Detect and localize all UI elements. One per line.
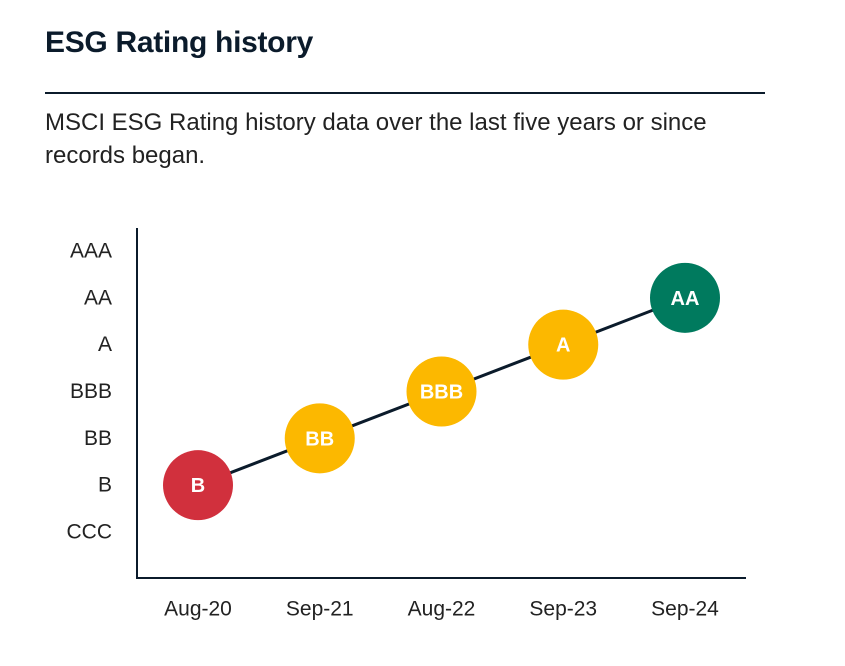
x-tick-label: Sep-23	[529, 598, 597, 621]
y-tick-label: B	[98, 474, 112, 497]
rating-marker	[284, 403, 355, 474]
x-tick-labels: Aug-20 Sep-21 Aug-22 Sep-23 Sep-24	[164, 598, 719, 621]
title-divider	[45, 92, 765, 94]
y-tick-label: BBB	[70, 380, 112, 403]
y-tick-label: AAA	[70, 240, 112, 263]
rating-marker	[528, 309, 599, 380]
rating-marker	[406, 356, 477, 427]
x-tick-label: Sep-24	[651, 598, 719, 621]
x-tick-label: Aug-20	[164, 598, 232, 621]
rating-marker	[163, 450, 233, 521]
y-tick-label: BB	[84, 427, 112, 450]
y-tick-label: A	[98, 333, 112, 356]
chart-subtitle: MSCI ESG Rating history data over the la…	[45, 109, 707, 169]
y-tick-label: AA	[84, 286, 112, 309]
rating-marker-label: B	[191, 475, 205, 497]
rating-marker-label: BB	[305, 428, 334, 450]
x-tick-label: Sep-21	[286, 598, 354, 621]
y-tick-label: CCC	[67, 521, 113, 544]
chart-title: ESG Rating history	[45, 26, 313, 59]
rating-marker-label: AA	[671, 288, 700, 310]
rating-marker-label: BBB	[420, 382, 463, 404]
x-tick-label: Aug-22	[408, 598, 476, 621]
rating-marker-label: A	[556, 335, 570, 357]
rating-marker	[650, 262, 720, 333]
